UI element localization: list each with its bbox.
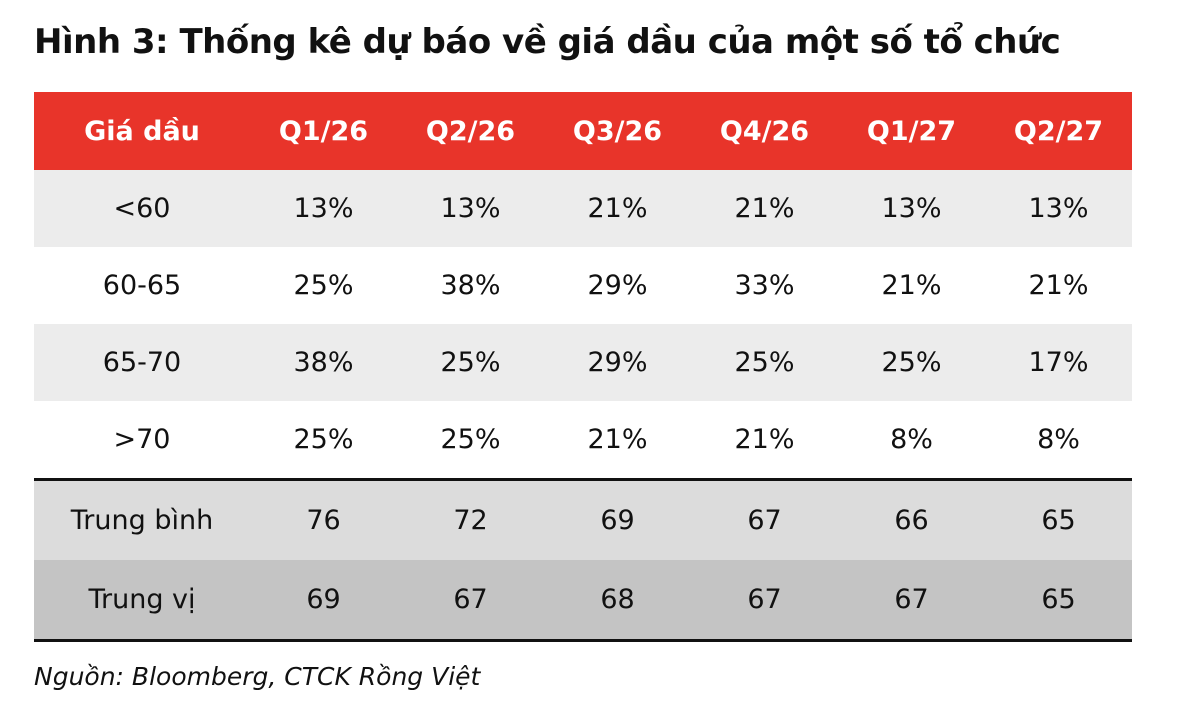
table-cell: 72 xyxy=(397,478,544,560)
table-cell: 25% xyxy=(838,324,985,401)
table-row: 60-65 25% 38% 29% 33% 21% 21% xyxy=(34,247,1132,324)
table-cell: 25% xyxy=(691,324,838,401)
table-cell: 8% xyxy=(985,401,1132,480)
header-q1-26: Q1/26 xyxy=(250,92,397,170)
header-q1-27: Q1/27 xyxy=(838,92,985,170)
figure-title: Hình 3: Thống kê dự báo về giá dầu của m… xyxy=(34,22,1061,62)
table-cell: 69 xyxy=(544,478,691,560)
table-cell: 21% xyxy=(544,170,691,247)
table-cell: 13% xyxy=(250,170,397,247)
table-cell: 76 xyxy=(250,478,397,560)
table-row: 65-70 38% 25% 29% 25% 25% 17% xyxy=(34,324,1132,401)
table-cell: 38% xyxy=(250,324,397,401)
header-q2-26: Q2/26 xyxy=(397,92,544,170)
row-label: <60 xyxy=(34,170,250,247)
table-cell: 65 xyxy=(985,560,1132,642)
row-label: Trung bình xyxy=(34,478,250,560)
table-cell: 25% xyxy=(250,247,397,324)
table-cell: 67 xyxy=(691,478,838,560)
table-cell: 29% xyxy=(544,247,691,324)
table-cell: 8% xyxy=(838,401,985,480)
table-cell: 21% xyxy=(544,401,691,480)
row-label: 60-65 xyxy=(34,247,250,324)
table-cell: 25% xyxy=(397,401,544,480)
table-cell: 66 xyxy=(838,478,985,560)
table-cell: 21% xyxy=(691,401,838,480)
mean-row: Trung bình 76 72 69 67 66 65 xyxy=(34,478,1132,560)
oil-price-forecast-table: Giá dầu Q1/26 Q2/26 Q3/26 Q4/26 Q1/27 Q2… xyxy=(34,92,1132,642)
source-note: Nguồn: Bloomberg, CTCK Rồng Việt xyxy=(34,662,481,691)
table-cell: 13% xyxy=(985,170,1132,247)
table-cell: 67 xyxy=(691,560,838,642)
table-cell: 67 xyxy=(397,560,544,642)
table-cell: 13% xyxy=(397,170,544,247)
header-q3-26: Q3/26 xyxy=(544,92,691,170)
table-cell: 21% xyxy=(838,247,985,324)
table-cell: 67 xyxy=(838,560,985,642)
table-cell: 21% xyxy=(985,247,1132,324)
header-q4-26: Q4/26 xyxy=(691,92,838,170)
table-cell: 33% xyxy=(691,247,838,324)
table-row: <60 13% 13% 21% 21% 13% 13% xyxy=(34,170,1132,247)
table-cell: 17% xyxy=(985,324,1132,401)
table-cell: 25% xyxy=(250,401,397,480)
table-header-row: Giá dầu Q1/26 Q2/26 Q3/26 Q4/26 Q1/27 Q2… xyxy=(34,92,1132,170)
header-q2-27: Q2/27 xyxy=(985,92,1132,170)
table-cell: 25% xyxy=(397,324,544,401)
table-cell: 65 xyxy=(985,478,1132,560)
table-row: >70 25% 25% 21% 21% 8% 8% xyxy=(34,401,1132,480)
row-label: 65-70 xyxy=(34,324,250,401)
table-cell: 21% xyxy=(691,170,838,247)
table-cell: 69 xyxy=(250,560,397,642)
header-oil-price: Giá dầu xyxy=(34,92,250,170)
row-label: Trung vị xyxy=(34,560,250,642)
table-cell: 13% xyxy=(838,170,985,247)
table-cell: 29% xyxy=(544,324,691,401)
median-row: Trung vị 69 67 68 67 67 65 xyxy=(34,560,1132,642)
row-label: >70 xyxy=(34,401,250,480)
table-cell: 68 xyxy=(544,560,691,642)
table-cell: 38% xyxy=(397,247,544,324)
